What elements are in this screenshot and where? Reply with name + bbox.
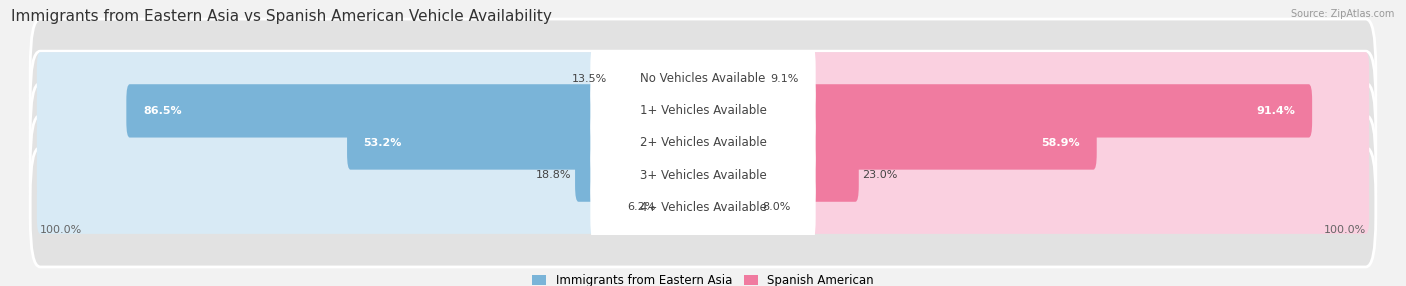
FancyBboxPatch shape [700, 148, 1369, 202]
Text: 13.5%: 13.5% [572, 74, 607, 84]
Text: 2+ Vehicles Available: 2+ Vehicles Available [640, 136, 766, 150]
Text: 58.9%: 58.9% [1042, 138, 1080, 148]
FancyBboxPatch shape [591, 101, 815, 185]
FancyBboxPatch shape [30, 51, 1376, 171]
FancyBboxPatch shape [37, 52, 706, 106]
Text: 86.5%: 86.5% [143, 106, 181, 116]
FancyBboxPatch shape [37, 116, 706, 170]
Text: 1+ Vehicles Available: 1+ Vehicles Available [640, 104, 766, 117]
Text: 8.0%: 8.0% [762, 202, 792, 212]
Text: 91.4%: 91.4% [1257, 106, 1295, 116]
FancyBboxPatch shape [700, 52, 766, 106]
FancyBboxPatch shape [591, 165, 815, 250]
Legend: Immigrants from Eastern Asia, Spanish American: Immigrants from Eastern Asia, Spanish Am… [531, 274, 875, 286]
FancyBboxPatch shape [30, 83, 1376, 203]
FancyBboxPatch shape [700, 180, 1369, 234]
FancyBboxPatch shape [37, 84, 706, 138]
Text: 4+ Vehicles Available: 4+ Vehicles Available [640, 201, 766, 214]
FancyBboxPatch shape [700, 116, 1369, 170]
Text: 53.2%: 53.2% [364, 138, 402, 148]
FancyBboxPatch shape [700, 116, 1097, 170]
FancyBboxPatch shape [700, 148, 859, 202]
FancyBboxPatch shape [591, 133, 815, 217]
FancyBboxPatch shape [37, 180, 706, 234]
FancyBboxPatch shape [591, 36, 815, 121]
FancyBboxPatch shape [575, 148, 706, 202]
Text: Immigrants from Eastern Asia vs Spanish American Vehicle Availability: Immigrants from Eastern Asia vs Spanish … [11, 9, 553, 23]
FancyBboxPatch shape [30, 19, 1376, 138]
FancyBboxPatch shape [347, 116, 706, 170]
Text: 23.0%: 23.0% [862, 170, 897, 180]
Text: 18.8%: 18.8% [536, 170, 572, 180]
FancyBboxPatch shape [30, 115, 1376, 235]
Text: 6.2%: 6.2% [627, 202, 655, 212]
Text: 3+ Vehicles Available: 3+ Vehicles Available [640, 169, 766, 182]
Text: Source: ZipAtlas.com: Source: ZipAtlas.com [1291, 9, 1395, 19]
FancyBboxPatch shape [591, 69, 815, 153]
Text: 100.0%: 100.0% [1323, 225, 1365, 235]
Text: No Vehicles Available: No Vehicles Available [640, 72, 766, 85]
FancyBboxPatch shape [700, 180, 759, 234]
FancyBboxPatch shape [700, 84, 1312, 138]
Text: 100.0%: 100.0% [41, 225, 83, 235]
FancyBboxPatch shape [700, 84, 1369, 138]
FancyBboxPatch shape [30, 148, 1376, 267]
FancyBboxPatch shape [700, 52, 1369, 106]
FancyBboxPatch shape [610, 52, 706, 106]
FancyBboxPatch shape [37, 148, 706, 202]
FancyBboxPatch shape [658, 180, 706, 234]
FancyBboxPatch shape [127, 84, 706, 138]
Text: 9.1%: 9.1% [770, 74, 799, 84]
